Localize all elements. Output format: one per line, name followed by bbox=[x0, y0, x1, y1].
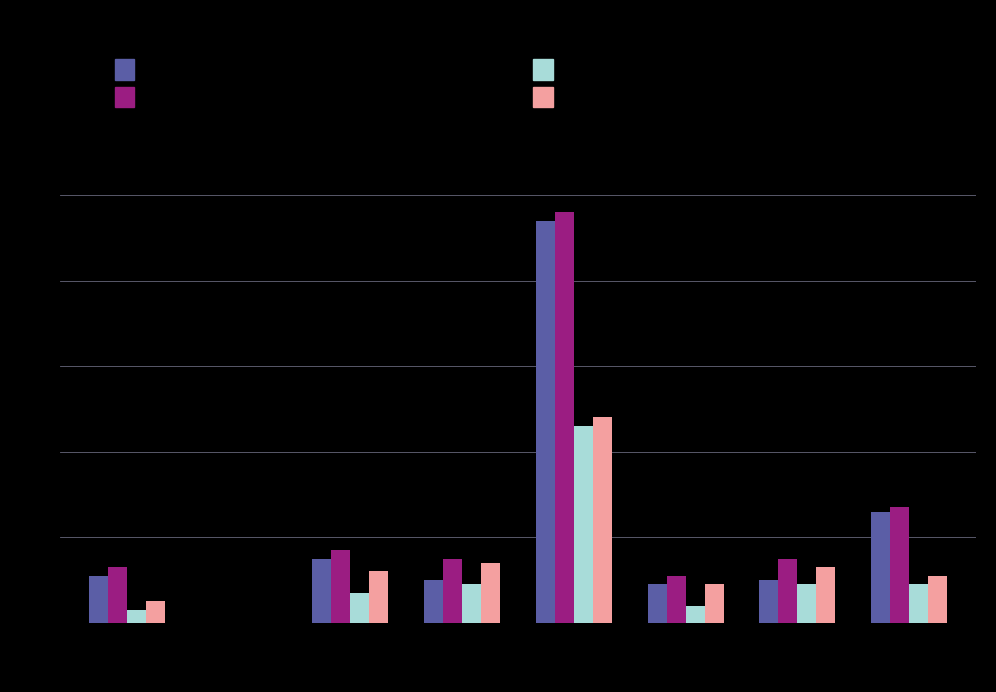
Bar bbox=[778, 558, 797, 623]
Bar bbox=[759, 580, 778, 623]
Bar bbox=[704, 584, 723, 623]
Bar bbox=[462, 584, 481, 623]
Bar bbox=[313, 558, 332, 623]
Bar bbox=[685, 606, 704, 623]
Bar bbox=[536, 221, 555, 623]
Bar bbox=[647, 584, 666, 623]
Bar bbox=[666, 576, 685, 623]
Bar bbox=[370, 572, 388, 623]
Bar bbox=[555, 212, 574, 623]
Bar bbox=[332, 550, 351, 623]
Bar bbox=[797, 584, 817, 623]
Bar bbox=[481, 563, 500, 623]
Bar bbox=[909, 584, 928, 623]
Bar bbox=[108, 567, 126, 623]
Bar bbox=[424, 580, 443, 623]
Bar bbox=[89, 576, 108, 623]
Bar bbox=[443, 558, 462, 623]
Bar bbox=[126, 610, 145, 623]
Bar bbox=[890, 507, 909, 623]
Bar bbox=[574, 426, 593, 623]
Bar bbox=[872, 511, 890, 623]
Bar bbox=[145, 601, 164, 623]
Bar bbox=[817, 567, 836, 623]
Bar bbox=[593, 417, 612, 623]
Bar bbox=[351, 593, 370, 623]
Bar bbox=[928, 576, 947, 623]
